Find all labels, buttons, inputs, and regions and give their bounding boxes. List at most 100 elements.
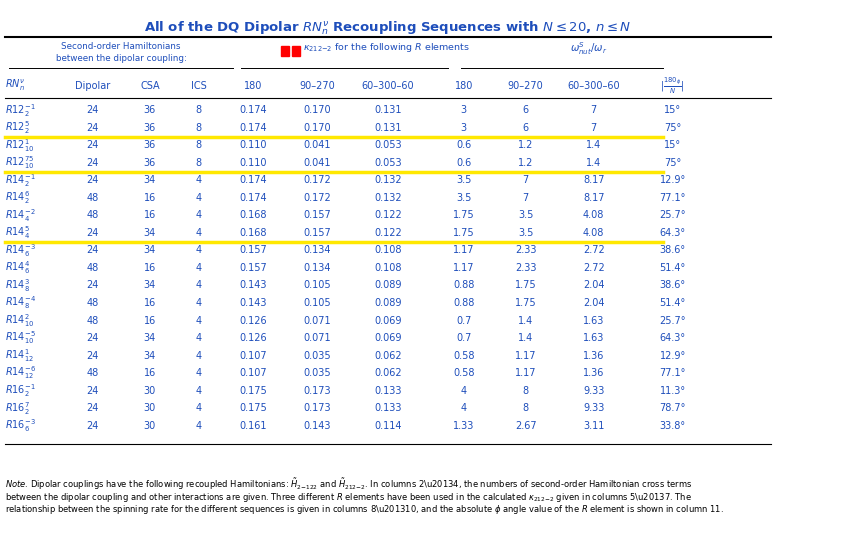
Text: 9.33: 9.33: [583, 386, 604, 395]
Text: 0.6: 0.6: [456, 140, 472, 150]
Text: $R14_{12}^{-6}$: $R14_{12}^{-6}$: [5, 365, 36, 381]
Text: 90–270: 90–270: [508, 81, 544, 91]
Text: 0.157: 0.157: [240, 246, 268, 255]
Text: 180: 180: [244, 81, 262, 91]
Text: 24: 24: [86, 176, 99, 185]
Text: 2.72: 2.72: [583, 246, 604, 255]
Text: 0.062: 0.062: [374, 351, 402, 360]
Text: 24: 24: [86, 333, 99, 343]
Text: 4: 4: [196, 263, 202, 273]
Text: 24: 24: [86, 403, 99, 413]
Text: 0.88: 0.88: [453, 281, 474, 290]
Text: 4: 4: [196, 176, 202, 185]
Text: 3: 3: [461, 123, 467, 133]
Text: 1.36: 1.36: [583, 368, 604, 378]
Text: 16: 16: [143, 368, 156, 378]
Text: $R14_2^{-1}$: $R14_2^{-1}$: [5, 172, 35, 189]
Text: 0.173: 0.173: [303, 386, 331, 395]
Text: relationship between the spinning rate for the different sequences is given in c: relationship between the spinning rate f…: [5, 503, 724, 516]
Text: $|\frac{180_\phi}{N}|$: $|\frac{180_\phi}{N}|$: [660, 75, 685, 96]
Text: 1.63: 1.63: [583, 316, 604, 325]
Text: 11.3°: 11.3°: [659, 386, 685, 395]
Text: 0.170: 0.170: [303, 123, 331, 133]
Text: 0.174: 0.174: [240, 193, 268, 203]
Text: $R14_8^3$: $R14_8^3$: [5, 277, 30, 294]
Text: 34: 34: [143, 351, 156, 360]
Text: 48: 48: [87, 368, 99, 378]
Text: 4: 4: [196, 368, 202, 378]
Text: 4.08: 4.08: [583, 228, 604, 238]
Text: 30: 30: [143, 403, 156, 413]
Text: 30: 30: [143, 386, 156, 395]
Text: 0.089: 0.089: [374, 298, 402, 308]
Text: 8: 8: [196, 140, 202, 150]
Text: 0.107: 0.107: [240, 351, 268, 360]
Text: 1.4: 1.4: [586, 158, 601, 168]
Text: 0.132: 0.132: [374, 176, 402, 185]
Text: $R14_{10}^2$: $R14_{10}^2$: [5, 312, 35, 329]
Text: 0.58: 0.58: [453, 351, 474, 360]
Text: 7: 7: [591, 105, 597, 115]
Text: 1.4: 1.4: [586, 140, 601, 150]
Text: $\kappa_{212{-}2}$ for the following $R$ elements: $\kappa_{212{-}2}$ for the following $R$…: [303, 40, 470, 54]
Text: 48: 48: [87, 193, 99, 203]
Text: 8: 8: [522, 403, 528, 413]
Text: 4: 4: [196, 228, 202, 238]
Text: 0.131: 0.131: [374, 123, 402, 133]
Text: 2.04: 2.04: [583, 298, 604, 308]
Text: 0.126: 0.126: [240, 316, 268, 325]
Text: $R14_6^{-3}$: $R14_6^{-3}$: [5, 242, 36, 259]
Text: 1.4: 1.4: [518, 316, 533, 325]
Text: 36: 36: [143, 123, 156, 133]
Text: 0.105: 0.105: [303, 281, 331, 290]
Text: 60–300–60: 60–300–60: [362, 81, 414, 91]
Text: 0.173: 0.173: [303, 403, 331, 413]
Text: 0.143: 0.143: [240, 298, 268, 308]
Text: 0.7: 0.7: [456, 333, 472, 343]
Text: 4: 4: [196, 193, 202, 203]
Text: 51.4°: 51.4°: [659, 263, 685, 273]
Text: 38.6°: 38.6°: [659, 281, 685, 290]
Text: 0.157: 0.157: [303, 211, 331, 220]
Text: 90–270: 90–270: [299, 81, 335, 91]
Text: 36: 36: [143, 158, 156, 168]
Text: 2.67: 2.67: [515, 421, 537, 430]
Text: 1.75: 1.75: [515, 281, 537, 290]
Text: 0.071: 0.071: [303, 316, 331, 325]
Text: 3.5: 3.5: [518, 228, 533, 238]
Text: 4: 4: [461, 386, 467, 395]
Text: 0.069: 0.069: [374, 333, 402, 343]
Text: $R14_{10}^{-5}$: $R14_{10}^{-5}$: [5, 330, 36, 346]
Text: 4: 4: [196, 386, 202, 395]
Text: 48: 48: [87, 211, 99, 220]
Text: 0.110: 0.110: [240, 140, 268, 150]
Text: 0.157: 0.157: [303, 228, 331, 238]
Text: 24: 24: [86, 140, 99, 150]
Text: $R14_{12}^1$: $R14_{12}^1$: [5, 347, 35, 364]
Text: 0.041: 0.041: [303, 140, 331, 150]
Text: 1.63: 1.63: [583, 333, 604, 343]
Text: $\mathit{Note}$. Dipolar couplings have the following recoupled Hamiltonians: $\: $\mathit{Note}$. Dipolar couplings have …: [5, 476, 693, 492]
Text: 4: 4: [196, 333, 202, 343]
Text: 8: 8: [196, 123, 202, 133]
Text: 4: 4: [196, 211, 202, 220]
Text: 4: 4: [196, 316, 202, 325]
Text: 1.2: 1.2: [518, 140, 533, 150]
Text: 60–300–60: 60–300–60: [567, 81, 620, 91]
Text: 0.134: 0.134: [303, 246, 331, 255]
Text: 0.062: 0.062: [374, 368, 402, 378]
Text: 78.7°: 78.7°: [659, 403, 686, 413]
Text: 6: 6: [522, 105, 528, 115]
Text: 0.170: 0.170: [303, 105, 331, 115]
Text: 4: 4: [196, 351, 202, 360]
Text: All of the DQ Dipolar $RN_n^\nu$ Recoupling Sequences with $N \leq 20$, $n \leq : All of the DQ Dipolar $RN_n^\nu$ Recoupl…: [144, 20, 632, 37]
Text: 24: 24: [86, 421, 99, 430]
Text: 25.7°: 25.7°: [659, 316, 686, 325]
Text: $R14_6^4$: $R14_6^4$: [5, 259, 30, 276]
Text: 0.071: 0.071: [303, 333, 331, 343]
Text: $R16_6^{-3}$: $R16_6^{-3}$: [5, 417, 36, 434]
Text: 0.174: 0.174: [240, 176, 268, 185]
Text: 8: 8: [196, 105, 202, 115]
Text: 38.6°: 38.6°: [659, 246, 685, 255]
Text: 1.17: 1.17: [453, 263, 474, 273]
